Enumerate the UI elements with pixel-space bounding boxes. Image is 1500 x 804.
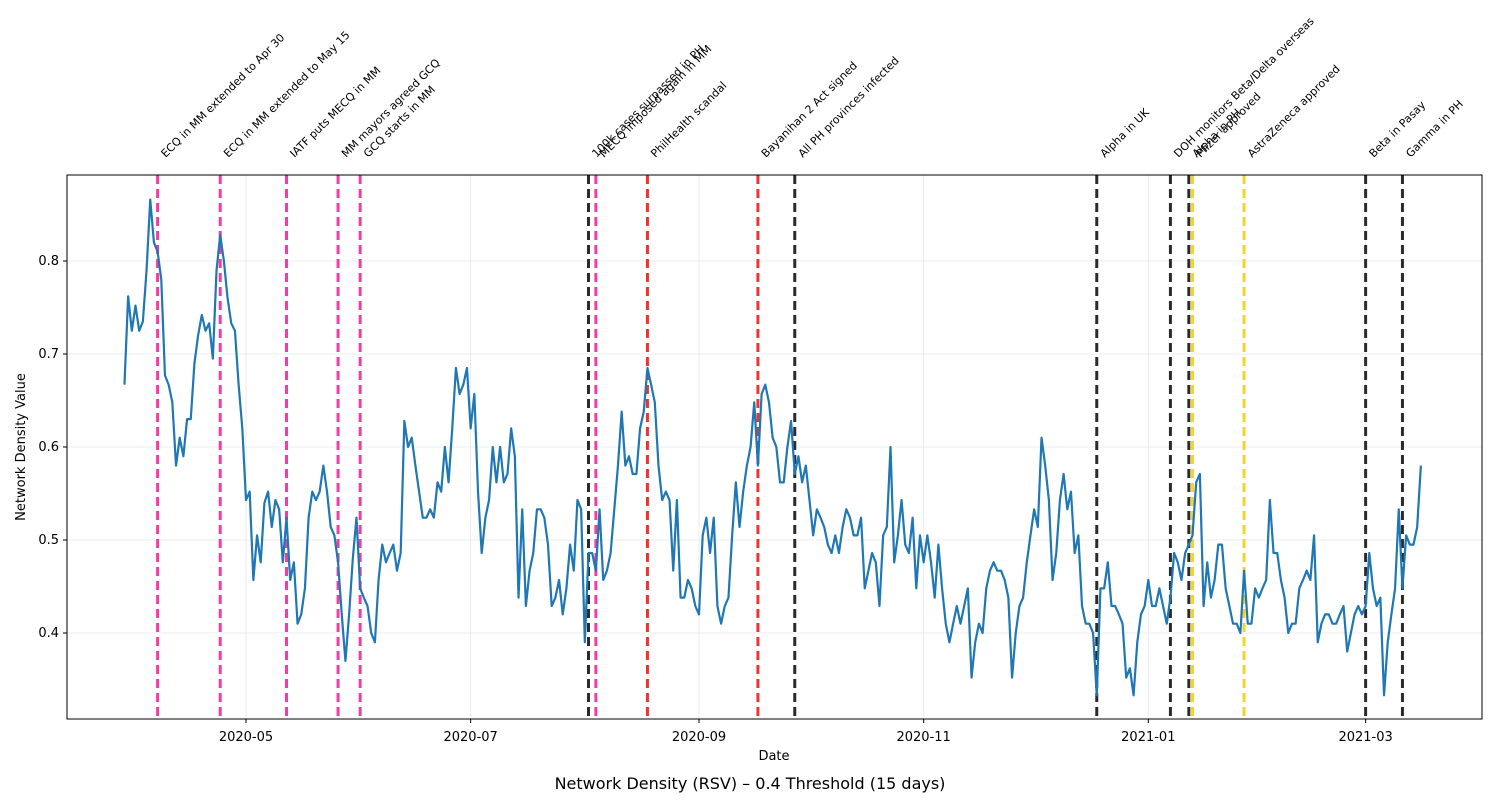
y-axis-label: Network Density Value (14, 373, 29, 521)
x-tick-label: 2021-01 (1121, 730, 1175, 745)
y-tick-label: 0.8 (38, 254, 59, 269)
y-tick-label: 0.5 (38, 533, 59, 548)
chart-title: Network Density (RSV) – 0.4 Threshold (1… (555, 774, 946, 793)
x-tick-label: 2020-07 (443, 730, 497, 745)
x-tick-label: 2020-11 (896, 730, 950, 745)
y-tick-label: 0.6 (38, 440, 59, 455)
x-axis-label: Date (758, 749, 789, 764)
x-tick-label: 2020-05 (219, 730, 273, 745)
y-tick-label: 0.7 (38, 347, 59, 362)
x-tick-label: 2020-09 (672, 730, 726, 745)
x-tick-label: 2021-03 (1338, 730, 1392, 745)
plot-area (123, 175, 1422, 719)
data-line (123, 198, 1422, 697)
y-tick-label: 0.4 (38, 626, 59, 641)
